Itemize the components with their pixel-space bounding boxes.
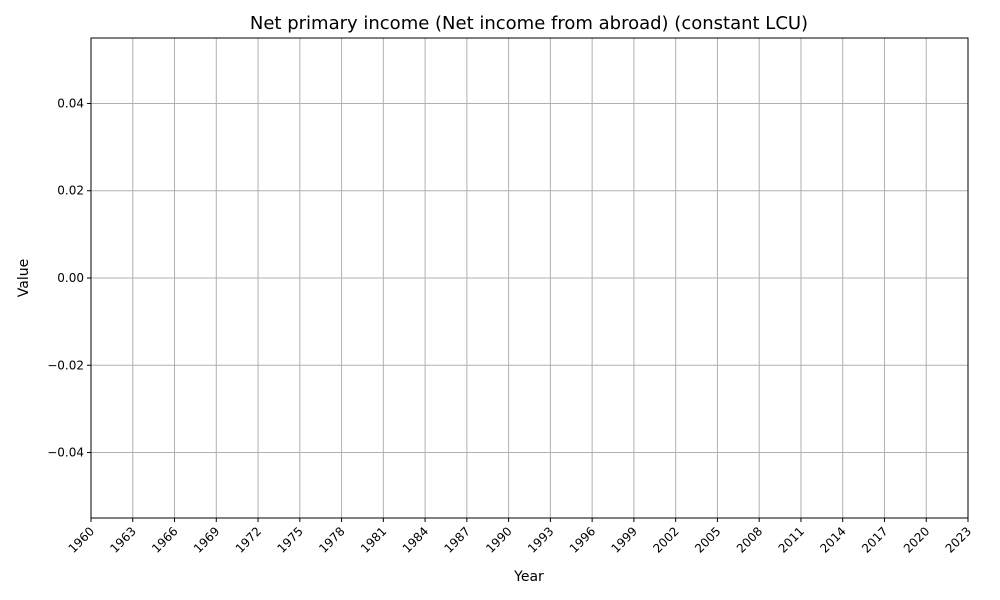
x-tick-label: 2020 [901,524,932,555]
grid [90,38,969,518]
x-tick-label: 2002 [650,524,681,555]
x-tick-label: 2023 [943,524,974,555]
x-tick-label: 1990 [483,524,514,555]
y-axis-label: Value [16,259,32,297]
x-tick-label: 1969 [191,524,222,555]
x-tick-label: 1999 [609,524,640,555]
x-tick-label: 1960 [66,524,97,555]
y-tick-label: −0.04 [47,446,84,460]
x-tick-label: 1987 [441,524,472,555]
x-tick-label: 2008 [734,524,765,555]
y-tick-label: −0.02 [47,358,84,372]
x-tick-label: 2014 [817,524,848,555]
x-axis-label: Year [513,569,544,585]
x-tick-label: 1966 [149,524,180,555]
x-tick-label: 2005 [692,524,723,555]
x-tick-label: 1963 [107,524,138,555]
x-tick-label: 2011 [776,524,807,555]
chart-title: Net primary income (Net income from abro… [250,13,808,34]
x-tick-label: 1996 [567,524,598,555]
y-tick-label: 0.04 [57,96,84,110]
x-tick-label: 1981 [358,524,389,555]
x-axis: 1960 1963 1966 1969 1972 1975 1978 1981 1984 1987… [66,518,974,556]
y-tick-label: 0.00 [57,271,84,285]
x-tick-label: 1978 [316,524,347,555]
x-tick-label: 1972 [233,524,264,555]
x-tick-label: 1993 [525,524,556,555]
x-tick-label: 2017 [859,524,890,555]
y-axis: 0.04 0.02 0.00 −0.02 −0.04 [47,96,91,460]
y-tick-label: 0.02 [57,184,84,198]
x-tick-label: 1984 [400,524,431,555]
x-tick-label: 1975 [274,524,305,555]
